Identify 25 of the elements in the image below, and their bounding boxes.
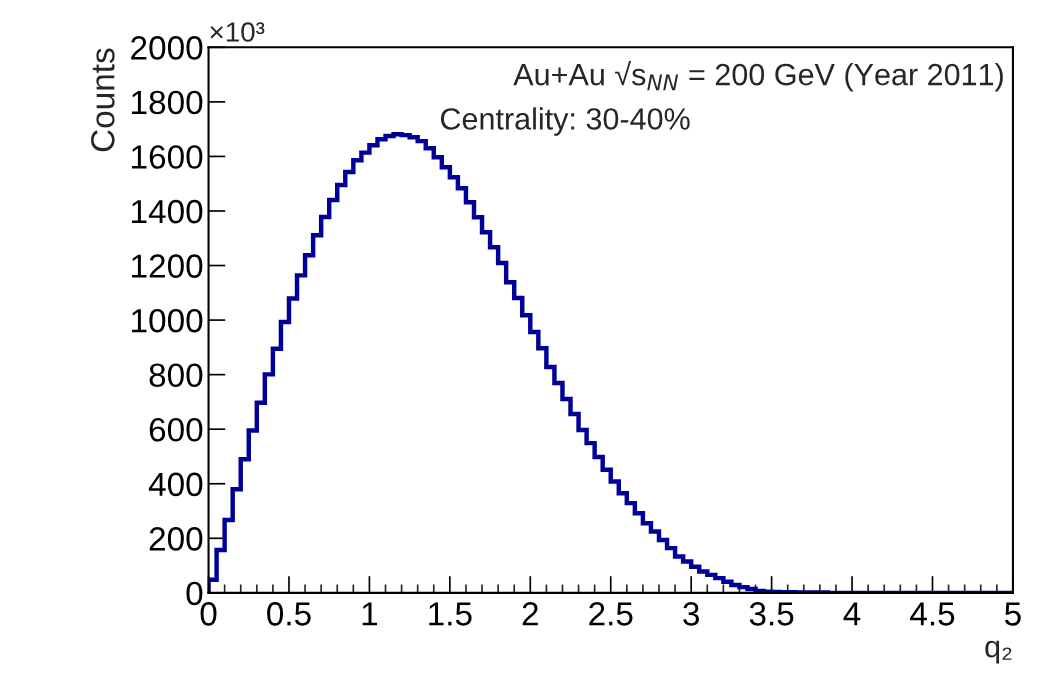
x-tick-label: 4 (843, 602, 861, 626)
x-tick-label: 5 (1004, 602, 1021, 626)
text: ×10³ (210, 22, 265, 42)
y-tick-label: 200 (149, 527, 203, 551)
y-tick-label: 1200 (132, 254, 203, 278)
y-tick-label: 800 (149, 363, 203, 388)
annotation: Au+Au √s$_{NN}$ = 200 GeV (Year 2011) (513, 60, 1003, 92)
y-tick-label: 1400 (132, 199, 203, 224)
y-tick-label: 600 (149, 417, 203, 442)
x-tick-label: 4.5 (910, 602, 955, 626)
x-tick-label: 2 (522, 602, 538, 626)
x-tick-label: 3 (683, 602, 699, 626)
y-tick-label: 400 (148, 472, 203, 497)
y-tick-label: 1000 (132, 308, 203, 333)
x-axis-title: q₂ (985, 640, 1012, 664)
y-tick-label: 1800 (132, 90, 203, 115)
annotation: Centrality: 30-40% (440, 107, 690, 136)
x-tick-label: 1.5 (429, 602, 472, 626)
x-tick-label: 1 (362, 602, 378, 626)
y-tick-label: 1600 (132, 145, 203, 169)
x-tick-label: 3.5 (749, 602, 794, 626)
y-tick-label: 2000 (131, 36, 203, 60)
x-tick-label: 2.5 (589, 602, 633, 626)
x-tick-label: 0.5 (267, 602, 311, 626)
y-axis-title: Counts (91, 48, 115, 152)
